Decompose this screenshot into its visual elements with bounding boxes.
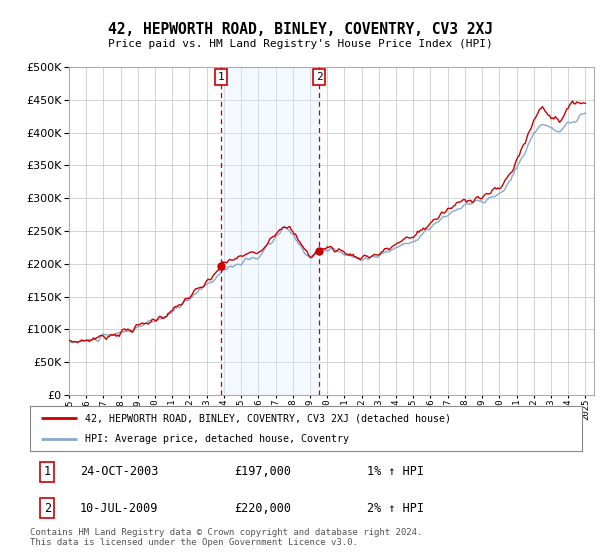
Text: £220,000: £220,000 — [234, 502, 291, 515]
Text: 2% ↑ HPI: 2% ↑ HPI — [367, 502, 424, 515]
Text: 10-JUL-2009: 10-JUL-2009 — [80, 502, 158, 515]
Text: 1: 1 — [44, 465, 51, 478]
Text: 42, HEPWORTH ROAD, BINLEY, COVENTRY, CV3 2XJ: 42, HEPWORTH ROAD, BINLEY, COVENTRY, CV3… — [107, 22, 493, 38]
Text: 2: 2 — [316, 72, 322, 82]
Text: 42, HEPWORTH ROAD, BINLEY, COVENTRY, CV3 2XJ (detached house): 42, HEPWORTH ROAD, BINLEY, COVENTRY, CV3… — [85, 413, 451, 423]
Text: £197,000: £197,000 — [234, 465, 291, 478]
Text: HPI: Average price, detached house, Coventry: HPI: Average price, detached house, Cove… — [85, 433, 349, 444]
Bar — [221, 67, 319, 395]
Text: 2: 2 — [44, 502, 51, 515]
Text: 1: 1 — [217, 72, 224, 82]
Text: 1% ↑ HPI: 1% ↑ HPI — [367, 465, 424, 478]
Text: Contains HM Land Registry data © Crown copyright and database right 2024.
This d: Contains HM Land Registry data © Crown c… — [30, 528, 422, 547]
Text: Price paid vs. HM Land Registry's House Price Index (HPI): Price paid vs. HM Land Registry's House … — [107, 39, 493, 49]
Text: 24-OCT-2003: 24-OCT-2003 — [80, 465, 158, 478]
